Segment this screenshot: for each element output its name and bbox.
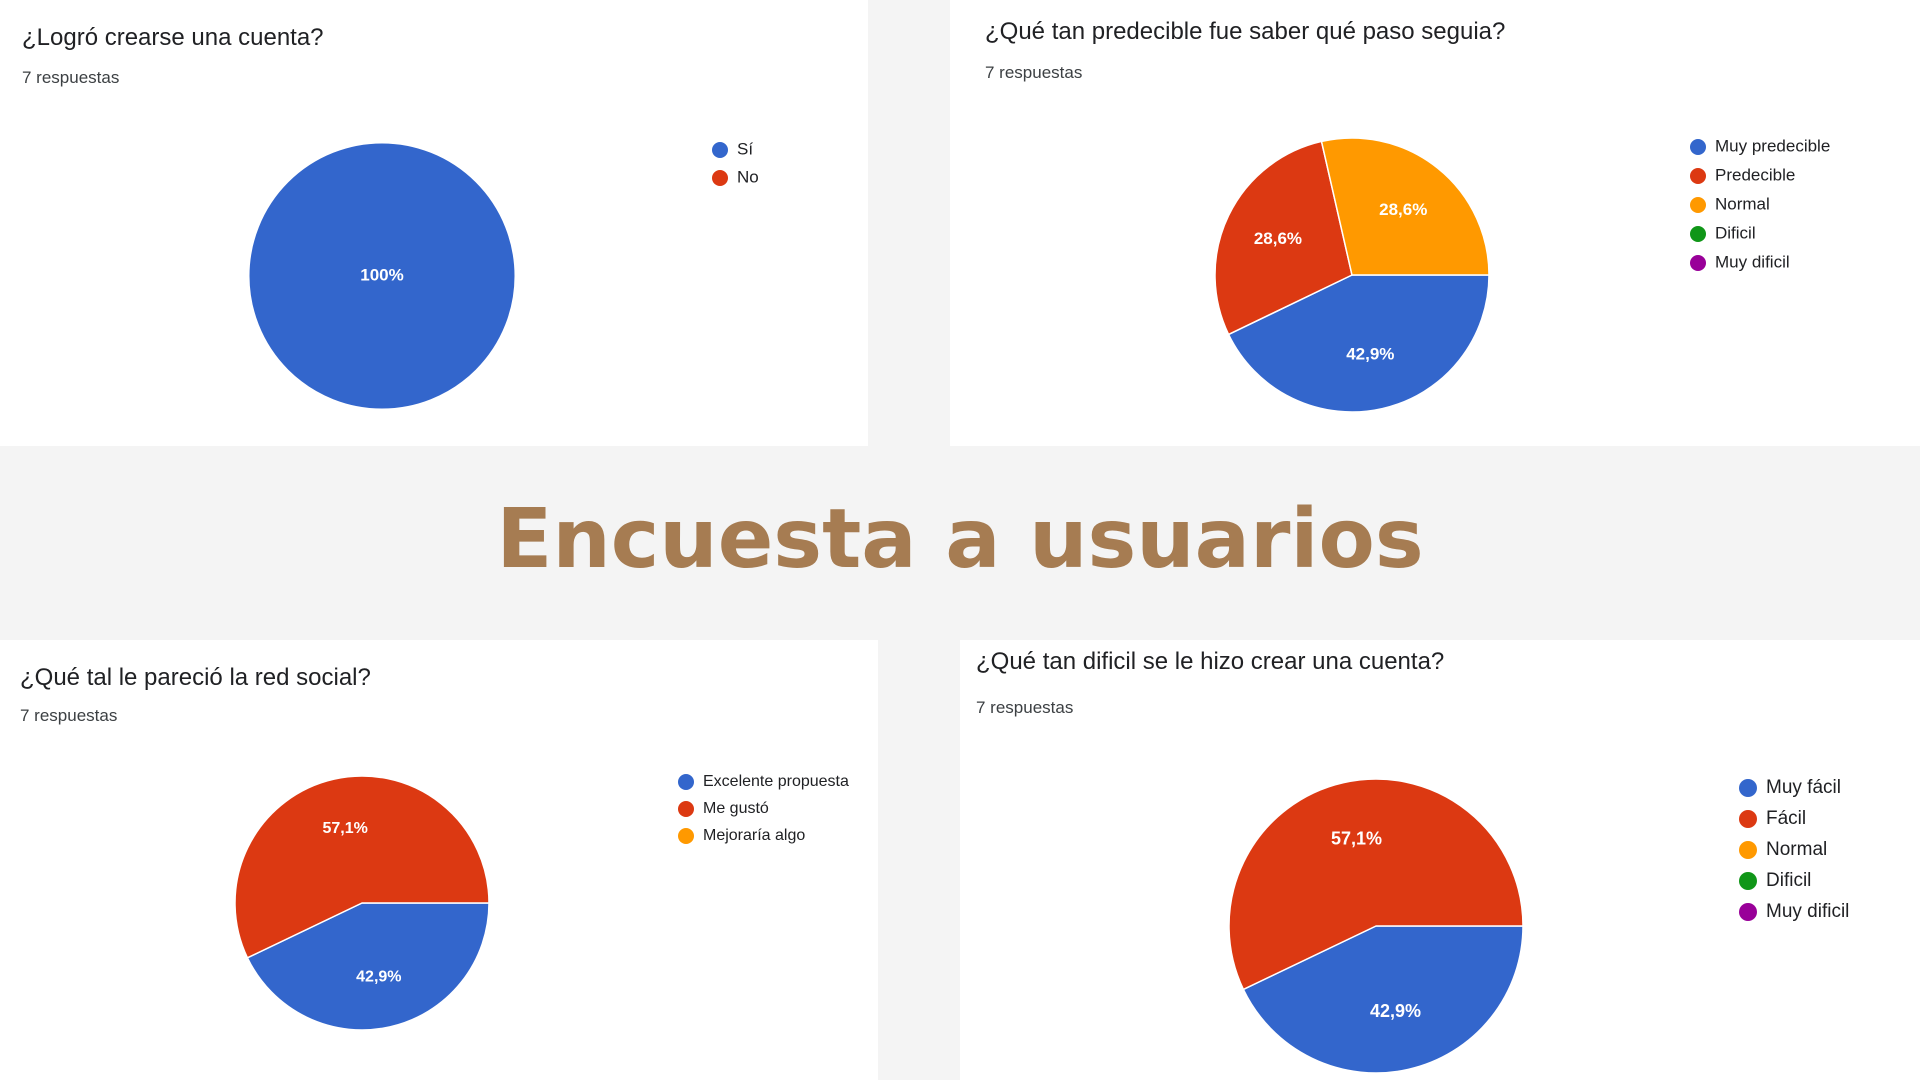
chart-title: ¿Qué tal le pareció la red social? [20,664,371,691]
legend-item-label[interactable]: Muy predecible [1715,136,1830,155]
pie-slice-1[interactable] [248,142,516,410]
legend-marker [712,142,728,158]
legend-item-label[interactable]: Me gustó [703,800,769,817]
legend-item-label[interactable]: Dificil [1715,223,1756,242]
legend-marker [678,774,694,790]
chart-title: ¿Qué tan predecible fue saber qué paso s… [985,18,1506,45]
legend-marker [1690,255,1706,271]
legend-marker [712,170,728,186]
chart-panel-account-created: ¿Logró crearse una cuenta? 7 respuestas … [0,0,868,446]
pie-slice-1[interactable] [1227,274,1490,413]
response-count: 7 respuestas [976,698,1074,717]
pie-slice-1[interactable] [246,902,490,1031]
legend-marker [678,828,694,844]
pie-chart-svg: 42,9% 57,1% Excelente propuesta Me gustó Mej… [234,773,849,1031]
legend-item-label[interactable]: Muy fácil [1766,777,1841,798]
response-count: 7 respuestas [20,706,118,725]
chart-panel-predictability: ¿Qué tan predecible fue saber qué paso s… [950,0,1920,446]
page-title: Encuesta a usuarios [496,492,1424,587]
pie-slice-label: 100% [360,265,403,284]
pie-slice-2[interactable] [1214,140,1353,336]
legend-marker [1739,872,1757,890]
legend-item-label[interactable]: Fácil [1766,808,1806,829]
legend-item-label[interactable]: Muy dificil [1766,901,1849,922]
chart-panel-account-difficulty: ¿Qué tan dificil se le hizo crear una cu… [960,640,1920,1080]
pie-slice-label: 28,6% [1254,229,1302,248]
response-count: 7 respuestas [22,68,120,87]
legend-marker [1739,779,1757,797]
pie-slice-label: 42,9% [1346,345,1394,364]
legend-marker [1739,841,1757,859]
pie-slice-label: 42,9% [1370,1001,1421,1021]
legend-marker [1690,197,1706,213]
legend-marker [1739,810,1757,828]
legend-marker [1690,139,1706,155]
pie-slice-label: 42,9% [356,969,401,986]
legend-marker [1739,903,1757,921]
pie-slice-label: 57,1% [1331,829,1382,849]
legend-item-label[interactable]: Dificil [1766,870,1811,891]
pie-chart-svg: 100% Sí No [248,139,759,410]
legend-item-label[interactable]: Predecible [1715,165,1795,184]
response-count: 7 respuestas [985,63,1083,82]
pie-chart-svg: 42,9% 28,6% 28,6% Muy predecible Predecible N… [1214,136,1830,413]
pie-slice-1[interactable] [1242,925,1524,1074]
legend-item-label[interactable]: No [737,167,759,186]
chart-title: ¿Qué tan dificil se le hizo crear una cu… [976,648,1445,675]
chart-panel-social-network-opinion: ¿Qué tal le pareció la red social? 7 res… [0,640,878,1080]
legend-marker [1690,168,1706,184]
legend-marker [678,801,694,817]
pie-chart-svg: 42,9% 57,1% Muy fácil Fácil Normal Dificil Muy… [1228,777,1849,1074]
legend-item-label[interactable]: Muy dificil [1715,252,1790,271]
pie-slice-label: 28,6% [1379,200,1427,219]
legend-item-label[interactable]: Sí [737,139,753,158]
legend-item-label[interactable]: Mejoraría algo [703,827,805,844]
legend-marker [1690,226,1706,242]
legend-item-label[interactable]: Excelente propuesta [703,773,849,790]
legend-item-label[interactable]: Normal [1715,194,1770,213]
legend-item-label[interactable]: Normal [1766,839,1827,860]
pie-slice-2[interactable] [234,775,490,959]
pie-slice-2[interactable] [1228,778,1524,991]
chart-title: ¿Logró crearse una cuenta? [22,24,324,51]
pie-slice-label: 57,1% [322,820,367,837]
pie-slice-3[interactable] [1320,137,1490,276]
